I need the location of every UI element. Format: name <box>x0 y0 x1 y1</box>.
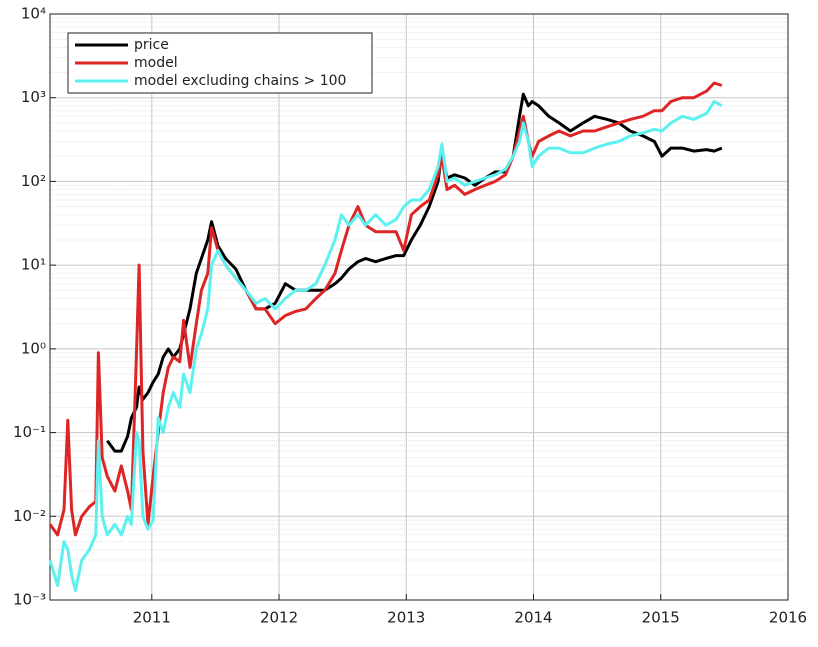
y-tick-label: 10² <box>21 172 46 190</box>
y-tick-label: 10⁻¹ <box>13 423 46 441</box>
legend-label: model excluding chains > 100 <box>134 73 346 89</box>
legend: price model model excluding chains > 100 <box>67 32 373 94</box>
y-tick-label: 10⁻² <box>13 507 46 525</box>
plot-frame <box>49 13 789 601</box>
series-line <box>48 81 723 537</box>
y-tick-label: 10⁻³ <box>13 591 46 609</box>
y-tick-label: 10³ <box>21 88 46 106</box>
legend-label: price <box>134 37 169 53</box>
x-tick-label: 2012 <box>260 609 298 627</box>
y-tick-label: 10¹ <box>21 256 46 274</box>
x-tick-label: 2016 <box>769 609 807 627</box>
y-tick-label: 10⁴ <box>21 5 46 23</box>
x-tick-label: 2015 <box>642 609 680 627</box>
x-tick-label: 2011 <box>133 609 171 627</box>
series-line <box>48 100 723 592</box>
x-tick-label: 2014 <box>514 609 552 627</box>
series-line <box>106 92 723 453</box>
y-tick-label: 10⁰ <box>21 339 46 357</box>
x-tick-label: 2013 <box>387 609 425 627</box>
legend-label: model <box>134 55 178 71</box>
